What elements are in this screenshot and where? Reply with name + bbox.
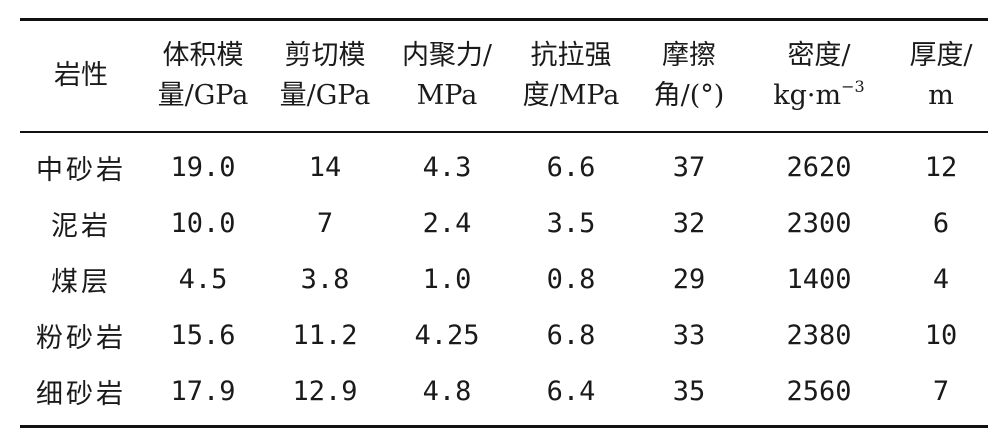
header-shear-modulus-line1: 剪切模 — [284, 40, 366, 71]
header-cohesion-line1: 内聚力/ — [401, 40, 493, 71]
cell-lithology: 煤层 — [51, 266, 111, 298]
header-thickness: 厚度/ m — [894, 20, 988, 133]
header-bulk-modulus-line2: 量/GPa — [157, 80, 249, 111]
table-row: 细砂岩 17.9 12.9 4.8 6.4 35 2560 7 — [20, 363, 988, 427]
header-thickness-line1: 厚度/ — [909, 40, 973, 71]
table-row: 粉砂岩 15.6 11.2 4.25 6.8 33 2380 10 — [20, 307, 988, 363]
header-density-line1: 密度/ — [787, 40, 851, 71]
cell-shear-modulus: 14 — [308, 151, 342, 183]
cell-friction-angle: 32 — [672, 207, 706, 239]
cell-shear-modulus: 7 — [316, 207, 334, 239]
header-tensile-strength-line2: 度/MPa — [522, 80, 620, 111]
cell-density: 1400 — [786, 263, 852, 295]
cell-thickness: 7 — [932, 375, 950, 407]
header-bulk-modulus-line1: 体积模 — [162, 40, 244, 71]
cell-tensile-strength: 3.5 — [546, 207, 596, 239]
header-thickness-line2: m — [928, 80, 954, 111]
cell-friction-angle: 29 — [672, 263, 706, 295]
header-density: 密度/ kg·m−3 — [744, 20, 894, 133]
cell-friction-angle: 37 — [672, 151, 706, 183]
header-bulk-modulus: 体积模 量/GPa — [142, 20, 264, 133]
header-tensile-strength-line1: 抗拉强 — [530, 40, 612, 71]
rock-properties-table-container: 岩性 体积模 量/GPa 剪切模 量/GPa 内聚力/ MPa 抗拉强 度/MP… — [20, 18, 988, 428]
header-density-line2: kg·m−3 — [744, 76, 894, 116]
cell-thickness: 10 — [924, 319, 958, 351]
cell-tensile-strength: 0.8 — [546, 263, 596, 295]
cell-thickness: 4 — [932, 263, 950, 295]
header-lithology: 岩性 — [20, 20, 142, 133]
cell-density: 2380 — [786, 319, 852, 351]
header-cohesion-line2: MPa — [416, 80, 478, 111]
header-friction-angle-line1: 摩擦 — [662, 40, 716, 71]
cell-bulk-modulus: 15.6 — [170, 319, 236, 351]
cell-friction-angle: 35 — [672, 375, 706, 407]
cell-lithology: 粉砂岩 — [36, 322, 126, 354]
cell-cohesion: 4.25 — [414, 319, 480, 351]
cell-shear-modulus: 11.2 — [292, 319, 358, 351]
cell-density: 2560 — [786, 375, 852, 407]
header-friction-angle: 摩擦 角/(°) — [634, 20, 744, 133]
cell-bulk-modulus: 10.0 — [170, 207, 236, 239]
cell-bulk-modulus: 19.0 — [170, 151, 236, 183]
header-shear-modulus: 剪切模 量/GPa — [264, 20, 386, 133]
header-row: 岩性 体积模 量/GPa 剪切模 量/GPa 内聚力/ MPa 抗拉强 度/MP… — [20, 19, 988, 133]
cell-cohesion: 2.4 — [422, 207, 472, 239]
cell-cohesion: 1.0 — [422, 263, 472, 295]
cell-density: 2300 — [786, 207, 852, 239]
header-cohesion: 内聚力/ MPa — [386, 20, 508, 133]
cell-thickness: 6 — [932, 207, 950, 239]
cell-cohesion: 4.8 — [422, 375, 472, 407]
cell-bulk-modulus: 17.9 — [170, 375, 236, 407]
cell-density: 2620 — [786, 151, 852, 183]
cell-shear-modulus: 12.9 — [292, 375, 358, 407]
cell-lithology: 细砂岩 — [36, 378, 126, 410]
rock-properties-table: 岩性 体积模 量/GPa 剪切模 量/GPa 内聚力/ MPa 抗拉强 度/MP… — [20, 18, 988, 428]
cell-tensile-strength: 6.8 — [546, 319, 596, 351]
cell-lithology: 中砂岩 — [36, 154, 126, 186]
table-row: 中砂岩 19.0 14 4.3 6.6 37 2620 12 — [20, 132, 988, 195]
cell-tensile-strength: 6.4 — [546, 375, 596, 407]
cell-bulk-modulus: 4.5 — [178, 263, 228, 295]
cell-cohesion: 4.3 — [422, 151, 472, 183]
cell-shear-modulus: 3.8 — [300, 263, 350, 295]
table-body: 中砂岩 19.0 14 4.3 6.6 37 2620 12 泥岩 10.0 7… — [20, 132, 988, 427]
header-density-exponent: −3 — [841, 77, 865, 96]
header-shear-modulus-line2: 量/GPa — [279, 80, 371, 111]
table-row: 泥岩 10.0 7 2.4 3.5 32 2300 6 — [20, 195, 988, 251]
cell-friction-angle: 33 — [672, 319, 706, 351]
table-row: 煤层 4.5 3.8 1.0 0.8 29 1400 4 — [20, 251, 988, 307]
cell-thickness: 12 — [924, 151, 958, 183]
cell-lithology: 泥岩 — [51, 210, 111, 242]
header-lithology-label: 岩性 — [54, 60, 108, 91]
header-density-unit: kg·m — [773, 80, 842, 111]
cell-tensile-strength: 6.6 — [546, 151, 596, 183]
header-friction-angle-line2: 角/(°) — [653, 80, 725, 111]
header-tensile-strength: 抗拉强 度/MPa — [508, 20, 634, 133]
